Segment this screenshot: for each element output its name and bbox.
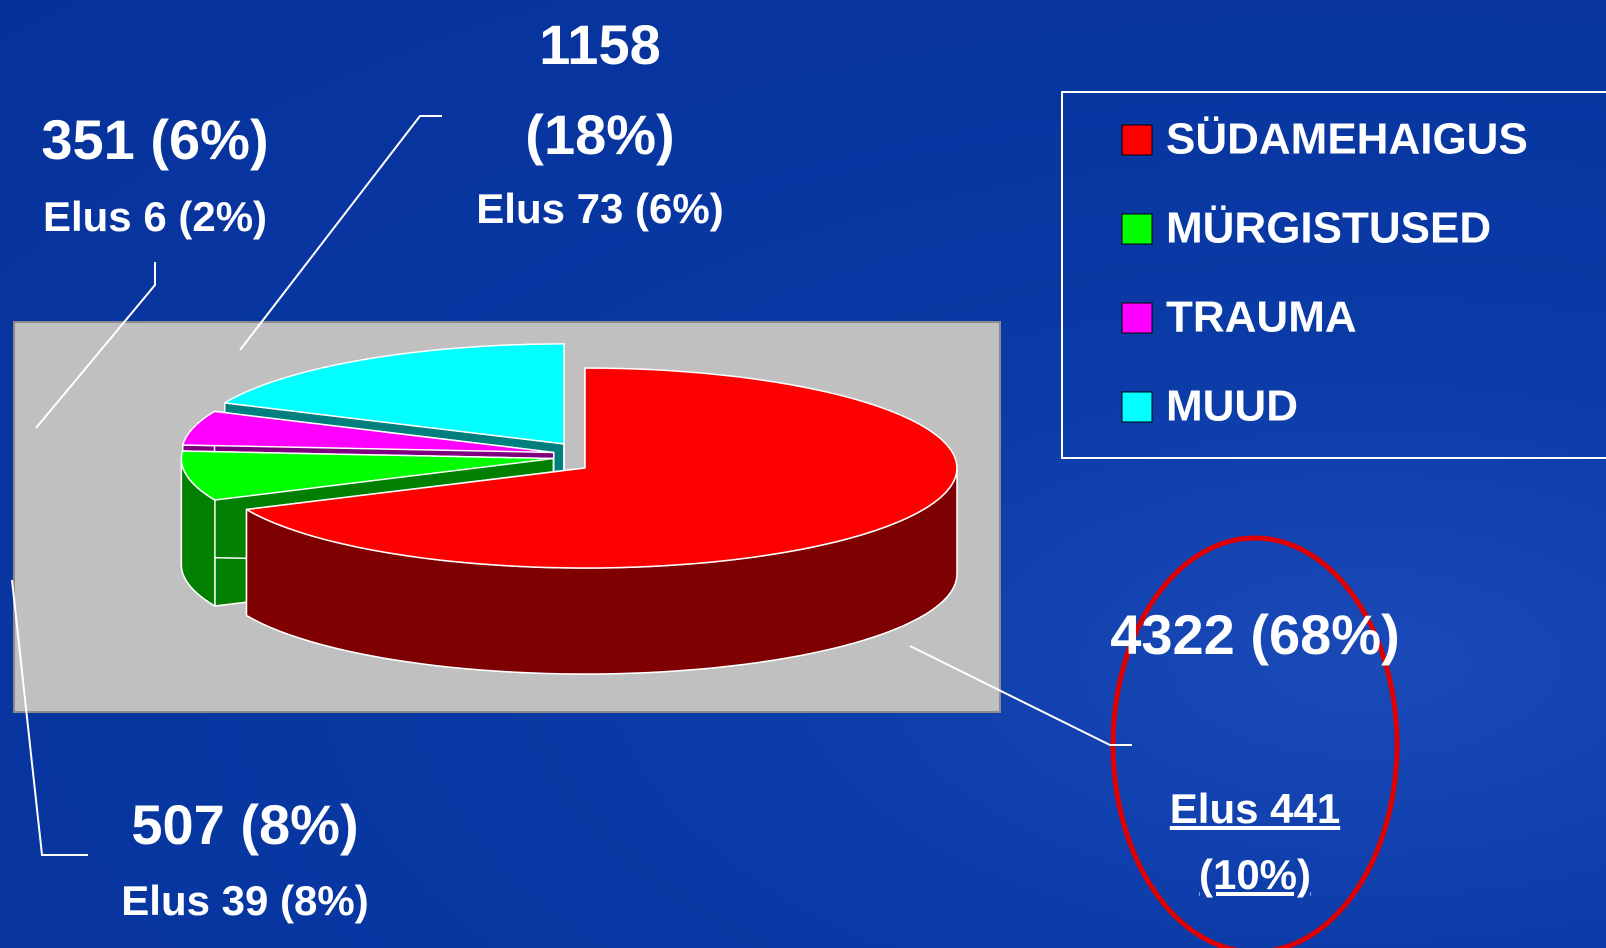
- leader-line: [239, 115, 442, 351]
- legend-swatch: [1121, 391, 1153, 423]
- legend-label: MÜRGISTUSED: [1166, 204, 1491, 253]
- slice: [223, 343, 565, 445]
- value-label: 351 (6%): [41, 108, 269, 171]
- legend-swatch: [1121, 124, 1153, 156]
- legend-swatch: [1121, 302, 1153, 334]
- leader-line: [909, 645, 1132, 746]
- value-label: 1158 (18%): [525, 13, 675, 166]
- leader-line: [11, 579, 88, 856]
- pie: [180, 343, 958, 675]
- sub-label: Elus 441 (10%): [1169, 785, 1341, 898]
- legend-label: MUUD: [1166, 382, 1298, 431]
- value-label: 507 (8%): [131, 793, 359, 856]
- sub-label: Elus 73 (6%): [476, 185, 724, 232]
- sub-label: Elus 6 (2%): [42, 193, 268, 240]
- legend-label: SÜDAMEHAIGUS: [1166, 115, 1528, 164]
- slice: [245, 367, 958, 569]
- value-label: 4322 (68%): [1110, 603, 1400, 666]
- leader-line: [35, 262, 156, 429]
- legend-box: [1061, 91, 1606, 459]
- leader-lines: [11, 115, 1132, 856]
- legend-swatch: [1121, 213, 1153, 245]
- sub-label: Elus 39 (8%): [121, 877, 369, 924]
- slice: [180, 450, 555, 501]
- legend-label: TRAUMA: [1166, 293, 1357, 342]
- slice: [182, 410, 555, 454]
